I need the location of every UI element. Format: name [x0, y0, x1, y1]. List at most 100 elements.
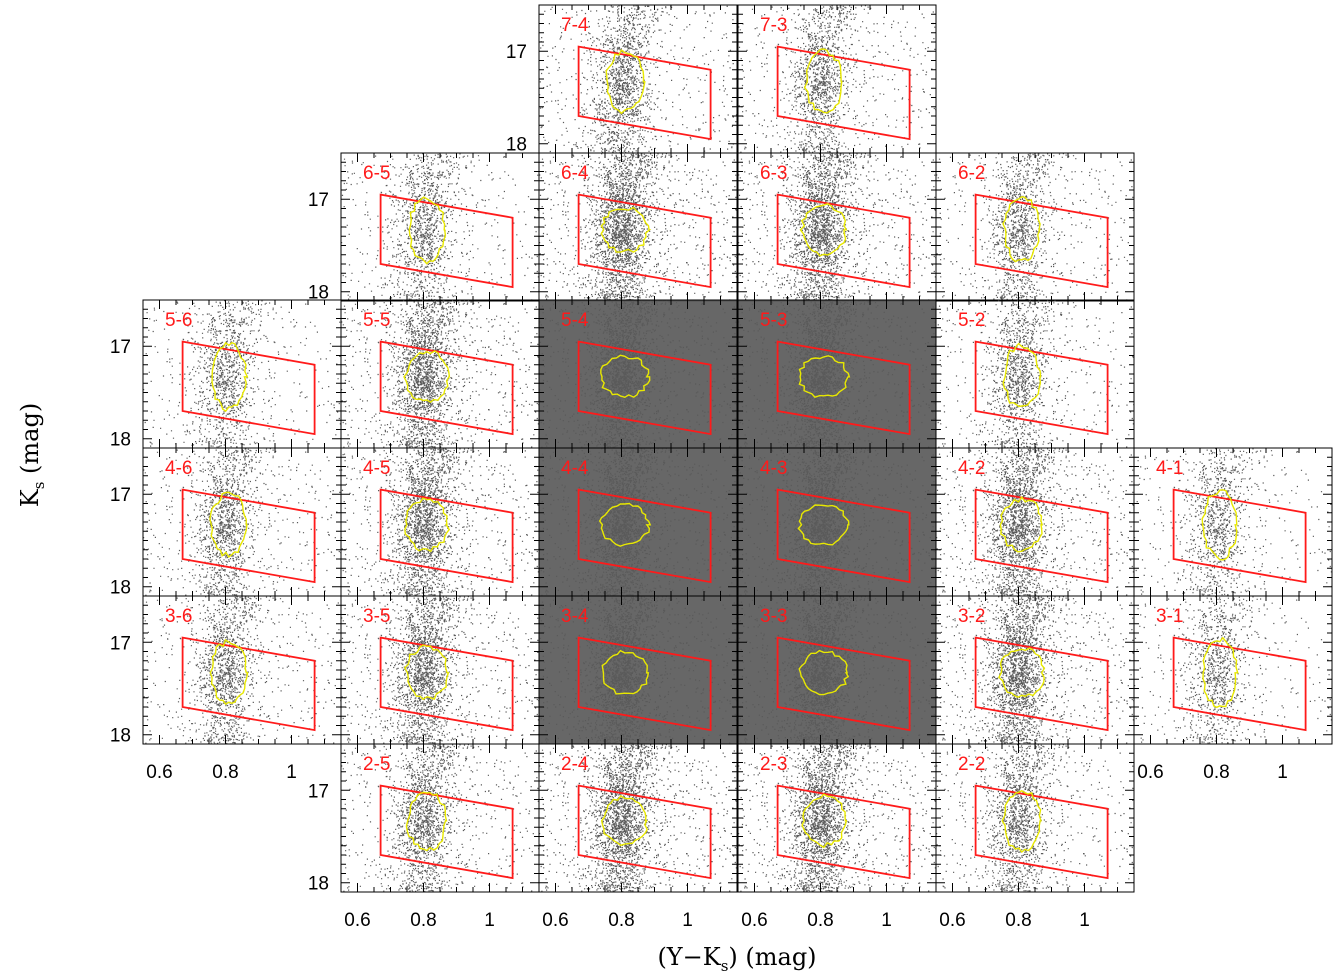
- x-tick-label: 1: [484, 910, 495, 931]
- selection-box: [381, 195, 513, 288]
- x-axis-title: (Y−Ks) (mag): [657, 943, 816, 975]
- panel-label: 4-1: [1156, 458, 1183, 479]
- x-tick-label: 0.6: [542, 910, 568, 931]
- selection-box: [976, 638, 1108, 731]
- y-axis-title-subscript: s: [30, 482, 48, 490]
- x-tick-label: 0.8: [212, 762, 238, 783]
- panel-4-4: 4-4: [539, 444, 738, 597]
- red-clump-contour: [1203, 638, 1238, 708]
- panel-label: 2-4: [561, 754, 589, 775]
- panel-5-6: 5-6: [143, 296, 342, 449]
- panel-label: 7-4: [561, 15, 589, 36]
- y-tick-label: 18: [308, 283, 329, 304]
- x-tick-label: 0.6: [146, 762, 172, 783]
- selection-box: [778, 786, 910, 879]
- selection-box: [1174, 490, 1306, 582]
- x-axis-title-subscript: s: [721, 957, 729, 975]
- y-axis-title-main: K: [16, 488, 44, 507]
- x-tick-label: 0.6: [344, 910, 370, 931]
- panel-label: 3-4: [561, 606, 589, 627]
- panel-5-3: 5-3: [738, 296, 937, 449]
- panel-4-6: 4-6: [143, 444, 341, 597]
- panel-5-5: 5-5: [341, 300, 540, 449]
- panel-6-5: 6-5: [341, 149, 540, 302]
- panel-3-2: 3-2: [936, 592, 1135, 745]
- x-tick-label: 1: [286, 762, 297, 783]
- y-tick-label: 17: [110, 485, 131, 506]
- panel-label: 4-6: [165, 458, 192, 479]
- selection-box: [976, 195, 1108, 288]
- y-tick-label: 17: [506, 42, 527, 63]
- x-tick-label: 0.8: [1005, 910, 1031, 931]
- x-axis-title-tail: ) (mag): [728, 943, 816, 971]
- panel-label: 6-2: [958, 163, 985, 184]
- panel-3-1: 3-1: [1134, 592, 1333, 745]
- x-tick-label: 1: [1079, 910, 1090, 931]
- selection-box: [579, 786, 711, 879]
- x-tick-label: 0.8: [410, 910, 436, 931]
- panel-5-4: 5-4: [539, 296, 738, 449]
- panel-6-3: 6-3: [738, 149, 937, 302]
- selection-box: [976, 786, 1108, 879]
- panel-label: 4-3: [760, 458, 787, 479]
- panel-label: 3-1: [1156, 606, 1183, 627]
- panel-2-3: 2-3: [738, 740, 937, 893]
- panel-label: 4-5: [363, 458, 390, 479]
- panel-label: 4-2: [958, 458, 985, 479]
- panel-label: 2-2: [958, 754, 985, 775]
- panel-7-3: 7-3: [738, 1, 936, 154]
- panel-3-6: 3-6: [143, 596, 341, 745]
- panel-2-2: 2-2: [936, 740, 1135, 893]
- selection-box: [1174, 638, 1306, 731]
- selection-box: [183, 342, 315, 435]
- panel-4-3: 4-3: [738, 444, 937, 597]
- panel-2-4: 2-4: [539, 740, 738, 893]
- y-axis-title-tail: (mag): [16, 403, 44, 482]
- panel-3-4: 3-4: [539, 592, 738, 745]
- x-tick-label: 0.6: [741, 910, 767, 931]
- x-tick-label: 0.6: [1137, 762, 1163, 783]
- panel-4-2: 4-2: [936, 444, 1135, 597]
- panel-label: 4-4: [561, 458, 589, 479]
- y-tick-label: 18: [110, 726, 131, 747]
- panel-label: 6-4: [561, 163, 589, 184]
- y-tick-label: 17: [308, 781, 329, 802]
- x-tick-label: 1: [1277, 762, 1288, 783]
- panel-7-4: 7-4: [539, 5, 737, 154]
- panel-label: 3-2: [958, 606, 985, 627]
- y-axis-title: Ks (mag): [16, 403, 48, 507]
- selection-box: [579, 195, 711, 288]
- panel-label: 3-3: [760, 606, 787, 627]
- x-tick-label: 0.8: [807, 910, 833, 931]
- panel-6-2: 6-2: [936, 153, 1134, 302]
- panel-6-4: 6-4: [539, 149, 738, 302]
- panel-label: 5-3: [760, 310, 787, 331]
- y-tick-label: 18: [308, 874, 329, 895]
- selection-box: [381, 786, 513, 879]
- panel-label: 5-2: [958, 310, 985, 331]
- selection-box: [579, 47, 711, 140]
- selection-box: [183, 638, 315, 731]
- panel-2-5: 2-5: [341, 744, 540, 893]
- x-tick-label: 1: [682, 910, 693, 931]
- panel-label: 5-4: [561, 310, 589, 331]
- selection-box: [381, 490, 513, 582]
- y-tick-label: 18: [506, 135, 527, 156]
- panel-label: 6-5: [363, 163, 390, 184]
- y-tick-label: 17: [110, 633, 131, 654]
- x-axis-title-main: (Y−K: [657, 943, 721, 971]
- panel-label: 3-5: [363, 606, 390, 627]
- panel-4-1: 4-1: [1134, 444, 1333, 597]
- red-clump-contour: [1202, 490, 1237, 560]
- panel-5-2: 5-2: [936, 300, 1135, 449]
- panel-label: 2-5: [363, 754, 390, 775]
- x-tick-label: 0.6: [939, 910, 965, 931]
- panel-3-5: 3-5: [341, 592, 540, 745]
- panel-label: 7-3: [760, 15, 787, 36]
- selection-box: [976, 342, 1108, 435]
- panel-label: 5-5: [363, 310, 390, 331]
- selection-box: [183, 490, 315, 582]
- x-tick-label: 1: [881, 910, 892, 931]
- y-tick-label: 17: [308, 190, 329, 211]
